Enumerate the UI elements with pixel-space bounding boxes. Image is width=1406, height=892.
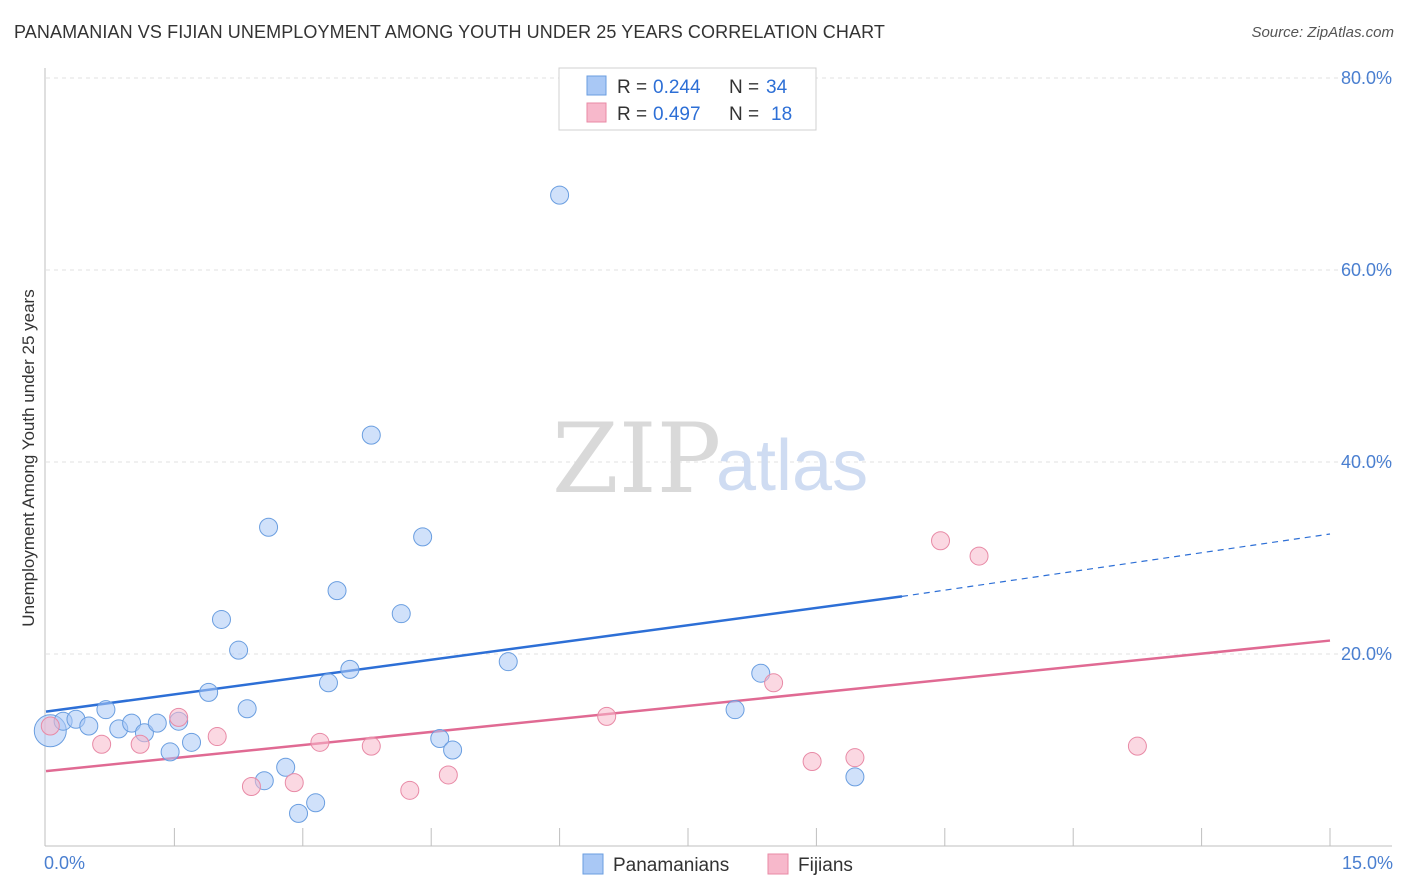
panamanians-point xyxy=(306,793,326,813)
y-tick-labels: 20.0% 40.0% 60.0% 80.0% xyxy=(1341,68,1392,664)
x-tick-labels: 0.0% 15.0% xyxy=(44,853,1393,873)
panamanians-point xyxy=(498,652,518,672)
fijians-point xyxy=(207,727,227,747)
watermark-zip: ZIP xyxy=(552,403,721,515)
stats-r-label: R = xyxy=(617,104,647,125)
fijians-point xyxy=(169,707,189,727)
panamanians-point xyxy=(79,716,99,736)
panamanians-point xyxy=(413,527,433,547)
fijians-point xyxy=(802,752,822,772)
source-credit: Source: ZipAtlas.com xyxy=(1251,24,1394,41)
fijians-point xyxy=(241,776,261,796)
y-tick-label: 80.0% xyxy=(1341,68,1392,88)
panamanians-point xyxy=(391,604,411,624)
fijians-point xyxy=(931,531,951,551)
legend-label-fijians: Fijians xyxy=(798,855,853,876)
panamanians-point xyxy=(550,185,570,205)
fijians-trend-line xyxy=(45,639,1331,773)
panamanians-point xyxy=(122,713,142,733)
x-tick-label: 0.0% xyxy=(44,853,85,873)
legend-label-panamanians: Panamanians xyxy=(613,855,729,876)
stats-legend: R = 0.244 N = 34 R = 0.497 N = 18 xyxy=(558,67,817,131)
legend-swatch-panamanians xyxy=(582,853,604,875)
y-tick-label: 40.0% xyxy=(1341,452,1392,472)
panamanians-point xyxy=(199,682,219,702)
panamanians-point xyxy=(211,609,231,629)
trend-lines xyxy=(45,533,1331,773)
watermark-atlas: atlas xyxy=(716,426,868,506)
panamanians-point xyxy=(430,728,450,748)
watermark: ZIP atlas xyxy=(552,403,868,515)
fijians-point xyxy=(1127,736,1147,756)
panamanians-point xyxy=(289,803,309,823)
y-tick-label: 20.0% xyxy=(1341,644,1392,664)
panamanians-point xyxy=(318,673,338,693)
fijians-point xyxy=(284,773,304,793)
panamanians-point xyxy=(361,425,381,445)
panamanians-trend-extension xyxy=(901,533,1331,597)
panamanians-point xyxy=(725,700,745,720)
fijians-point xyxy=(92,734,112,754)
fijians-point xyxy=(40,716,60,736)
stats-swatch-panamanians xyxy=(586,75,607,96)
panamanians-point xyxy=(340,659,360,679)
chart-title: PANAMANIAN VS FIJIAN UNEMPLOYMENT AMONG … xyxy=(14,22,885,42)
panamanians-point xyxy=(229,640,249,660)
series-legend: Panamanians Fijians xyxy=(582,853,853,876)
panamanians-point xyxy=(96,700,116,720)
fijians-point xyxy=(969,546,989,566)
stats-r-value: 0.244 xyxy=(653,77,701,98)
stats-n-value: 34 xyxy=(766,77,788,98)
panamanians-point xyxy=(845,767,865,787)
stats-r-value: 0.497 xyxy=(653,104,701,125)
y-tick-label: 60.0% xyxy=(1341,260,1392,280)
fijians-point xyxy=(438,765,458,785)
stats-n-label: N = xyxy=(729,77,759,98)
panamanians-point xyxy=(182,732,202,752)
panamanians-point xyxy=(147,713,167,733)
fijians-point xyxy=(400,780,420,800)
y-axis-label: Unemployment Among Youth under 25 years xyxy=(19,289,38,626)
panamanians-point xyxy=(443,740,463,760)
fijians-point xyxy=(764,673,784,693)
stats-r-label: R = xyxy=(617,77,647,98)
data-points xyxy=(33,185,1147,823)
fijians-point xyxy=(130,734,150,754)
grid-lines xyxy=(46,77,1392,655)
stats-n-value: 18 xyxy=(771,104,792,125)
panamanians-point xyxy=(327,581,347,601)
panamanians-point xyxy=(751,663,771,683)
panamanians-point xyxy=(259,517,279,537)
stats-swatch-fijians xyxy=(586,102,607,123)
fijians-point xyxy=(361,736,381,756)
panamanians-point xyxy=(276,757,296,777)
fijians-point xyxy=(597,706,617,726)
panamanians-point xyxy=(160,742,180,762)
fijians-point xyxy=(310,732,330,752)
panamanians-point xyxy=(237,699,257,719)
x-tick-label: 15.0% xyxy=(1342,853,1393,873)
stats-n-label: N = xyxy=(729,104,759,125)
fijians-point xyxy=(845,748,865,768)
panamanians-trend-line xyxy=(45,595,903,713)
legend-swatch-fijians xyxy=(767,853,789,875)
